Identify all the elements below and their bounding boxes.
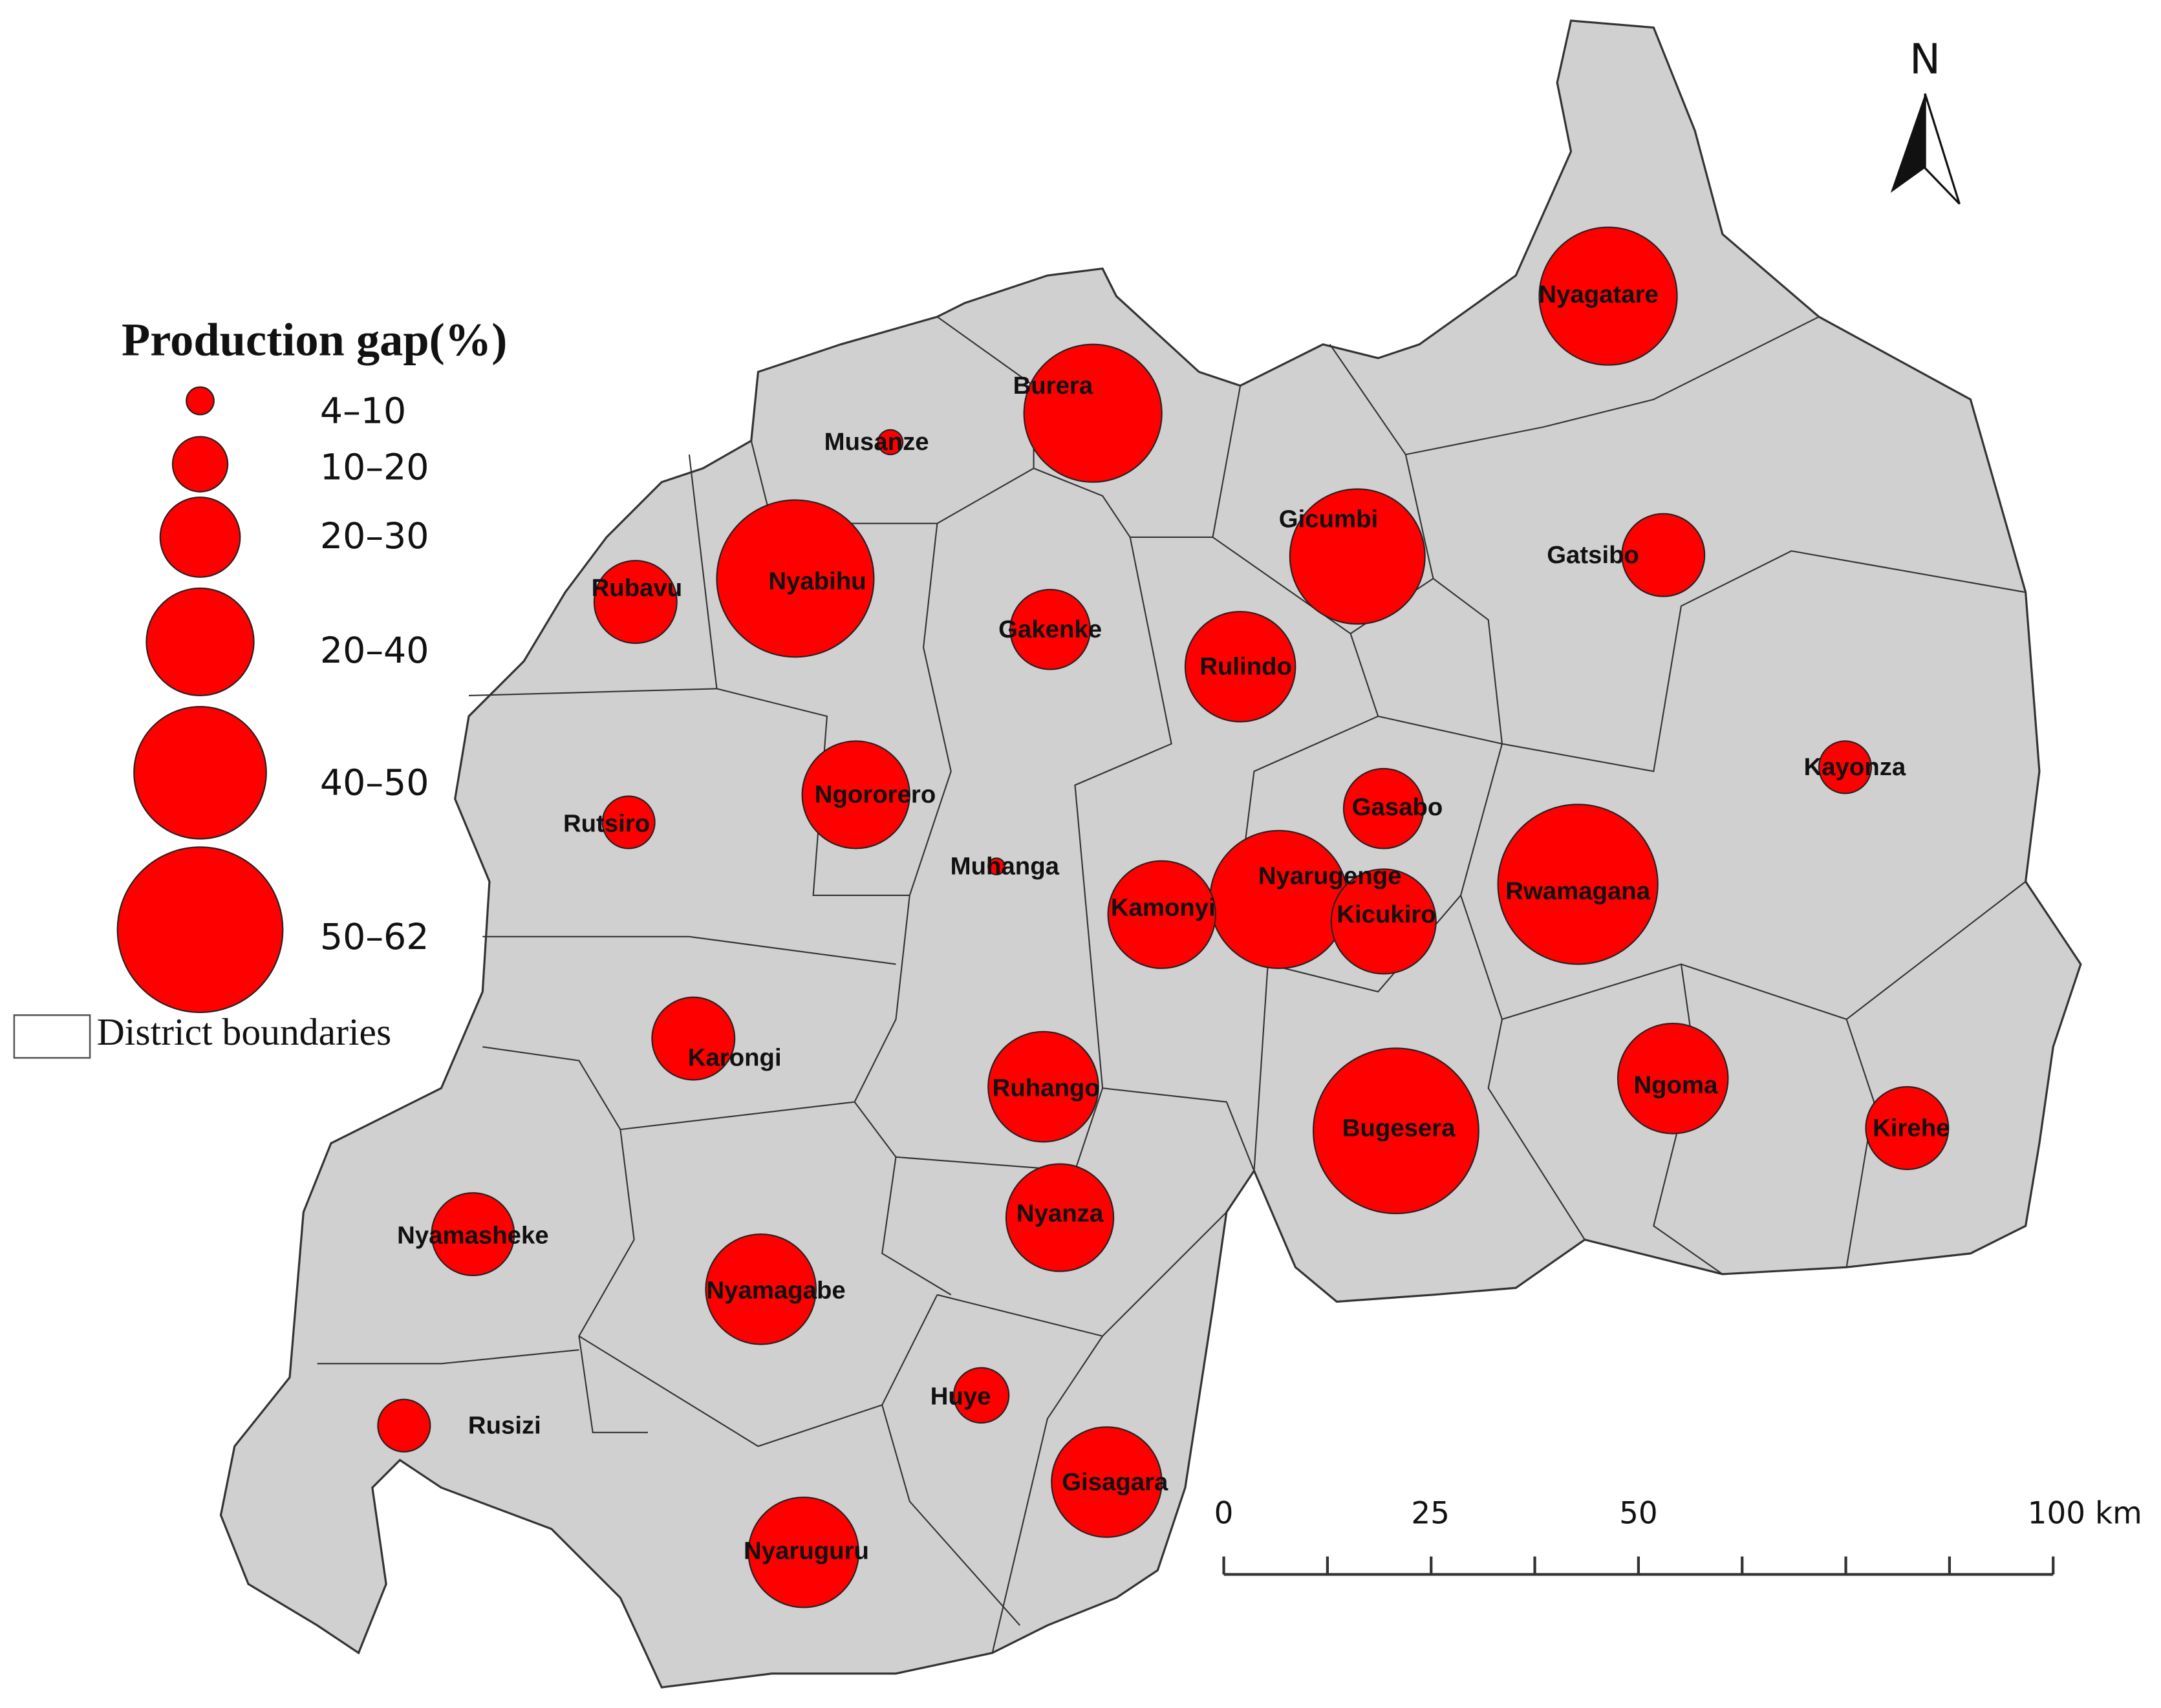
district-symbol: [1818, 740, 1873, 795]
district-symbol: [716, 499, 875, 658]
legend-symbol: [133, 705, 267, 840]
legend-class: 10–20: [320, 447, 429, 489]
district-symbol: [1107, 860, 1216, 969]
district-label: Nyarugenge: [1258, 862, 1402, 890]
district-symbol: [987, 857, 1005, 876]
district-label: Nyanza: [1016, 1199, 1104, 1227]
north-arrow: N: [1890, 36, 1961, 205]
north-label: N: [1909, 36, 1941, 83]
district-label: Gatsibo: [1547, 541, 1639, 569]
district-symbol: [877, 429, 904, 456]
district-symbol: [1330, 868, 1437, 975]
district-symbol: [1538, 226, 1678, 366]
district-symbol: [801, 740, 910, 849]
district-label: Huye: [930, 1383, 991, 1411]
scale-label: 0: [1214, 1495, 1234, 1531]
district-symbol: [1497, 804, 1659, 965]
district-symbol: [1342, 767, 1425, 849]
district-symbol: [1184, 610, 1296, 723]
district-label: Rulindo: [1199, 652, 1292, 680]
legend-class: 20–30: [320, 516, 429, 557]
district-symbol: [952, 1367, 1010, 1424]
district-label: Muhanga: [951, 852, 1060, 880]
legend-symbol: [186, 386, 215, 416]
district-symbol: [1209, 829, 1349, 969]
district-label: Rusizi: [468, 1411, 541, 1439]
district-label: Rwamagana: [1505, 877, 1650, 905]
district-label: Kayonza: [1804, 753, 1906, 781]
boundary-swatch: [13, 1014, 91, 1059]
scale-label: 100 km: [2028, 1495, 2142, 1531]
scale-bar: 0 25 50 100 km: [1214, 1495, 2142, 1576]
district-symbol: [1865, 1086, 1950, 1170]
district-label: Nyabihu: [768, 567, 866, 595]
district-label: Ngororero: [815, 781, 936, 809]
district-symbol: [1621, 513, 1706, 597]
scale-label: 25: [1411, 1495, 1450, 1531]
district-symbol: [705, 1233, 817, 1345]
district-label: Rubavu: [592, 574, 683, 602]
district-symbol: [1009, 588, 1091, 670]
district-symbol: [431, 1192, 515, 1277]
district-symbol: [1023, 343, 1163, 483]
district-symbol: [1005, 1163, 1115, 1272]
district-label: Kamonyi: [1111, 893, 1216, 921]
legend-class: 20–40: [320, 630, 429, 672]
legend-class: 50–62: [320, 917, 429, 958]
district-symbol: [377, 1398, 431, 1453]
district-label: Gicumbi: [1279, 506, 1378, 533]
district-label: Rutsiro: [563, 809, 650, 837]
district-symbol: [593, 560, 678, 645]
legend-title: Production gap(%): [122, 314, 507, 366]
district-label: Gasabo: [1352, 793, 1443, 821]
district-label: Burera: [1013, 372, 1093, 400]
district-symbol: [1289, 488, 1426, 625]
district-label: Karongi: [688, 1044, 782, 1072]
district-label: Ruhango: [993, 1074, 1100, 1102]
district-label: Nyamagabe: [706, 1277, 845, 1305]
district-label: Gakenke: [998, 615, 1102, 643]
district-symbol: [601, 795, 656, 849]
legend-symbol: [159, 496, 241, 578]
legend-class: 4–10: [320, 390, 406, 432]
district-boundaries: [317, 316, 2027, 1654]
district-label: Kicukiro: [1337, 901, 1435, 928]
district-symbol: [1313, 1047, 1479, 1215]
district-symbol: [651, 996, 736, 1081]
legend: Production gap(%) District boundaries 4–…: [13, 314, 507, 1059]
legend-boundary: District boundaries: [97, 1010, 391, 1053]
district-label: Nyaruguru: [744, 1537, 869, 1564]
district-symbol: [1617, 1023, 1729, 1135]
district-label: Kirehe: [1873, 1114, 1950, 1142]
legend-class: 40–50: [320, 763, 429, 804]
legend-symbol: [116, 846, 284, 1014]
country-outline: [219, 19, 2082, 1689]
scale-label: 50: [1619, 1495, 1658, 1531]
legend-symbol: [145, 587, 255, 697]
district-symbol: [1051, 1426, 1163, 1538]
district-label: Ngoma: [1633, 1071, 1718, 1099]
district-label: Nyagatare: [1538, 281, 1658, 308]
district-label: Gisagara: [1062, 1468, 1168, 1496]
district-label: Nyamasheke: [397, 1221, 548, 1249]
district-symbol: [747, 1496, 860, 1608]
district-symbol: [987, 1030, 1099, 1143]
district-label: Bugesera: [1342, 1114, 1456, 1142]
legend-symbol: [171, 436, 229, 493]
district-label: Musanze: [824, 428, 929, 456]
